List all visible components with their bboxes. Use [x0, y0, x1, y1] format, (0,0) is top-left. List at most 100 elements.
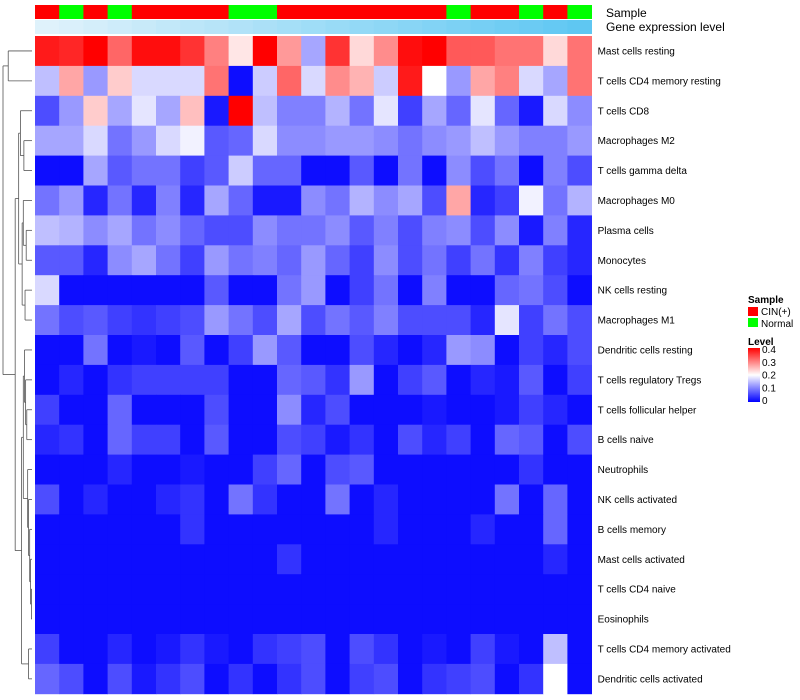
gene-expression-annotation-cell — [83, 20, 108, 34]
heatmap-cell — [398, 36, 423, 67]
level-legend-ticks: 0.4 0.3 0.20.1 0 — [762, 345, 776, 407]
heatmap-cell — [519, 65, 544, 97]
heatmap-cell — [494, 424, 520, 455]
heatmap-cell — [519, 663, 544, 695]
heatmap-cell — [228, 185, 254, 216]
heatmap-cell — [494, 155, 520, 186]
heatmap-cell — [252, 634, 278, 665]
heatmap-cell — [349, 364, 375, 396]
heatmap-cell — [494, 215, 520, 246]
heatmap-cell — [446, 36, 471, 67]
heatmap-cell — [59, 95, 84, 127]
sample-annotation-cell — [35, 5, 60, 19]
heatmap-cell — [131, 394, 157, 426]
heatmap-cell — [519, 634, 544, 665]
heatmap-cell — [398, 634, 423, 665]
heatmap-cell — [422, 424, 447, 455]
heatmap-cell — [59, 275, 84, 306]
heatmap-cell — [107, 155, 133, 186]
heatmap-cell — [543, 574, 568, 605]
heatmap-cell — [349, 275, 375, 306]
heatmap-cell — [277, 155, 302, 186]
heatmap-cell — [301, 544, 326, 575]
heatmap-cell — [373, 245, 399, 276]
heatmap-cell — [228, 95, 254, 127]
gene-expression-annotation-cell — [519, 20, 544, 34]
heatmap-cell — [470, 574, 496, 605]
heatmap-cell — [543, 364, 568, 396]
heatmap-cell — [446, 185, 471, 216]
heatmap-cell — [543, 275, 568, 306]
heatmap-cell — [35, 185, 60, 216]
heatmap-cell — [398, 663, 423, 695]
heatmap-cell — [494, 125, 520, 156]
heatmap-cell — [228, 484, 254, 515]
heatmap-cell — [373, 424, 399, 455]
sample-annotation-cell — [494, 5, 520, 19]
heatmap-cell — [35, 155, 60, 186]
heatmap-cell — [35, 245, 60, 276]
heatmap-cell — [543, 155, 568, 186]
heatmap-cell — [204, 544, 229, 575]
heatmap-cell — [252, 125, 278, 156]
heatmap-cell — [156, 394, 181, 426]
heatmap-cell — [446, 663, 471, 695]
heatmap-cell — [325, 394, 350, 426]
heatmap-cell — [349, 604, 375, 635]
heatmap-cell — [567, 663, 592, 695]
heatmap-cell — [107, 65, 133, 97]
heatmap-cell — [398, 454, 423, 485]
heatmap-cell — [204, 663, 229, 695]
heatmap-cell — [252, 604, 278, 635]
heatmap-cell — [228, 574, 254, 605]
heatmap-cell — [180, 574, 205, 605]
heatmap-cell — [131, 544, 157, 575]
heatmap-cell — [83, 574, 108, 605]
heatmap-cell — [349, 424, 375, 455]
heatmap-cell — [373, 125, 399, 156]
heatmap-cell — [180, 394, 205, 426]
heatmap-cell — [446, 394, 471, 426]
heatmap-cell — [107, 245, 133, 276]
sample-annotation-bar — [35, 5, 592, 19]
heatmap-cell — [422, 484, 447, 515]
heatmap-cell — [277, 484, 302, 515]
heatmap-cell — [398, 335, 423, 366]
row-label: Monocytes — [598, 256, 646, 267]
heatmap-cell — [35, 275, 60, 306]
heatmap-cell — [422, 36, 447, 67]
heatmap-cell — [228, 305, 254, 336]
heatmap-cell — [301, 424, 326, 455]
heatmap-cell — [107, 95, 133, 127]
heatmap-cell — [325, 275, 350, 306]
heatmap-cell — [301, 604, 326, 635]
heatmap-cell — [301, 335, 326, 366]
gene-expression-annotation-cell — [59, 20, 84, 34]
heatmap-cell — [470, 155, 496, 186]
heatmap-cell — [131, 155, 157, 186]
heatmap-cell — [107, 215, 133, 246]
heatmap-cell — [204, 394, 229, 426]
heatmap-cell — [301, 574, 326, 605]
heatmap-cell — [519, 514, 544, 545]
heatmap-cell — [277, 215, 302, 246]
heatmap-cell — [252, 335, 278, 366]
level-tick-label: 0.2 — [762, 371, 776, 382]
sample-annotation-cell — [83, 5, 108, 19]
heatmap-cell — [543, 514, 568, 545]
heatmap-cell — [301, 394, 326, 426]
heatmap-cell — [494, 305, 520, 336]
heatmap-cell — [325, 364, 350, 396]
heatmap-cell — [35, 544, 60, 575]
gene-expression-annotation-cell — [543, 20, 568, 34]
heatmap-cell — [422, 394, 447, 426]
gene-expression-annotation-cell — [131, 20, 157, 34]
heatmap-cell — [204, 36, 229, 67]
heatmap-cell — [83, 424, 108, 455]
row-labels: Mast cells resting T cells CD4 memory res… — [598, 46, 731, 685]
heatmap-cell — [398, 245, 423, 276]
heatmap-cell — [301, 484, 326, 515]
heatmap-cell — [180, 454, 205, 485]
gene-expression-annotation-cell — [398, 20, 423, 34]
sample-annotation-cell — [180, 5, 205, 19]
